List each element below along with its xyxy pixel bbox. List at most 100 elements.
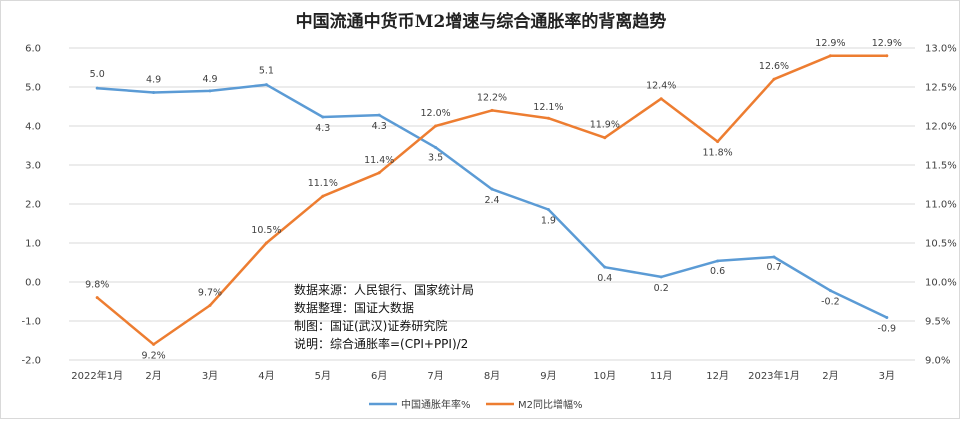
data-point <box>772 255 776 259</box>
x-axis-tick: 6月 <box>371 370 387 382</box>
data-point <box>434 124 438 128</box>
data-label: 12.6% <box>759 61 789 72</box>
x-axis-tick: 2月 <box>145 370 161 382</box>
right-axis-tick: 11.5% <box>925 161 957 172</box>
source-notes: 数据来源：人民银行、国家统计局 数据整理：国证大数据 制图：国证(武汉)证券研究… <box>294 282 474 351</box>
data-point <box>490 187 494 191</box>
left-axis-tick: -1.0 <box>21 317 41 328</box>
note-compiled: 数据整理：国证大数据 <box>294 300 414 315</box>
note-source: 数据来源：人民银行、国家统计局 <box>294 282 474 297</box>
data-point <box>264 241 268 245</box>
x-axis-tick: 7月 <box>427 370 443 382</box>
note-drawn: 制图：国证(武汉)证券研究院 <box>294 318 447 333</box>
data-label: 12.4% <box>646 81 676 92</box>
x-axis-tick: 2022年1月 <box>71 369 123 382</box>
legend: 中国通胀年率% M2同比增幅% <box>369 398 583 411</box>
data-label: 11.4% <box>364 155 394 166</box>
data-label: -0.9 <box>878 323 897 334</box>
data-label: 9.2% <box>142 350 166 361</box>
data-point <box>659 97 663 101</box>
right-axis-tick: 9.0% <box>925 356 950 367</box>
data-point <box>152 342 156 346</box>
right-axis-tick: 9.5% <box>925 317 950 328</box>
left-axis-tick: 4.0 <box>25 122 41 133</box>
data-point <box>95 296 99 300</box>
data-label: 1.9 <box>541 215 556 226</box>
data-label: 12.1% <box>533 102 563 113</box>
right-axis-tick: 13.0% <box>925 44 957 55</box>
data-point <box>434 145 438 149</box>
data-label: 2.4 <box>484 195 499 206</box>
data-label: 12.9% <box>815 38 845 49</box>
x-axis-ticks: 2022年1月 2月 3月 4月 5月 6月 7月 8月 9月 10月 11月 12月 2023年1月 2… <box>71 369 895 382</box>
gridlines <box>69 47 915 361</box>
data-point <box>603 136 607 140</box>
note-explanation: 说明：综合通胀率=(CPI+PPI)/2 <box>294 336 468 351</box>
data-point <box>490 108 494 112</box>
data-label: 4.3 <box>372 121 387 132</box>
data-point <box>321 194 325 198</box>
x-axis-tick: 9月 <box>540 370 556 382</box>
x-axis-tick: 12月 <box>706 370 729 382</box>
x-axis-tick: 3月 <box>879 370 895 382</box>
data-label: 5.1 <box>259 66 274 77</box>
data-point <box>885 315 889 319</box>
x-axis-tick: 10月 <box>593 370 616 382</box>
data-label: 12.0% <box>421 108 451 119</box>
data-label: 0.2 <box>654 283 669 294</box>
data-point <box>828 54 832 58</box>
right-axis-tick: 12.5% <box>925 83 957 94</box>
data-label: 12.2% <box>477 92 507 103</box>
data-point <box>828 289 832 293</box>
data-label: 12.9% <box>872 38 902 49</box>
right-axis-tick: 10.5% <box>925 239 957 250</box>
series-lines <box>95 54 889 346</box>
right-axis-ticks: 13.0% 12.5% 12.0% 11.5% 11.0% 10.5% 10.0% 9.5% 9… <box>925 44 957 367</box>
left-axis-tick: 3.0 <box>25 161 41 172</box>
data-label: -0.2 <box>821 297 840 308</box>
data-point <box>716 140 720 144</box>
data-point <box>546 207 550 211</box>
legend-label-inflation: 中国通胀年率% <box>401 398 471 411</box>
left-axis-tick: -2.0 <box>21 356 41 367</box>
x-axis-tick: 3月 <box>202 370 218 382</box>
data-label: 0.6 <box>710 266 725 277</box>
data-label: 11.8% <box>703 148 733 159</box>
data-point <box>321 115 325 119</box>
data-label: 3.5 <box>428 152 443 163</box>
data-point <box>603 265 607 269</box>
data-label: 9.8% <box>85 280 109 291</box>
data-point <box>546 116 550 120</box>
right-axis-tick: 12.0% <box>925 122 957 133</box>
x-axis-tick: 4月 <box>258 370 274 382</box>
x-axis-tick: 11月 <box>650 370 673 382</box>
legend-label-m2: M2同比增幅% <box>518 398 583 411</box>
right-axis-tick: 11.0% <box>925 200 957 211</box>
x-axis-tick: 2023年1月 <box>748 369 800 382</box>
data-point <box>208 303 212 307</box>
data-point <box>152 90 156 94</box>
data-point <box>208 89 212 93</box>
data-label: 4.9 <box>202 74 217 85</box>
x-axis-tick: 2月 <box>822 370 838 382</box>
data-point <box>659 275 663 279</box>
data-point <box>264 83 268 87</box>
data-label: 0.4 <box>597 273 612 284</box>
left-axis-ticks: 6.0 5.0 4.0 3.0 2.0 1.0 0.0 -1.0 -2.0 <box>21 44 41 367</box>
x-axis-tick: 8月 <box>484 370 500 382</box>
left-axis-tick: 0.0 <box>25 278 41 289</box>
data-point <box>716 259 720 263</box>
data-labels: 5.0 4.9 4.9 5.1 4.3 4.3 3.5 2.4 1.9 0.4 0.2 0.6 0.7 -… <box>85 38 902 362</box>
data-label: 4.3 <box>315 123 330 134</box>
data-point <box>885 54 889 58</box>
data-label: 0.7 <box>766 262 781 273</box>
data-label: 5.0 <box>90 69 105 80</box>
data-point <box>772 77 776 81</box>
data-label: 11.1% <box>308 178 338 189</box>
left-axis-tick: 2.0 <box>25 200 41 211</box>
data-label: 4.9 <box>146 74 161 85</box>
left-axis-tick: 5.0 <box>25 83 41 94</box>
data-label: 11.9% <box>590 120 620 131</box>
